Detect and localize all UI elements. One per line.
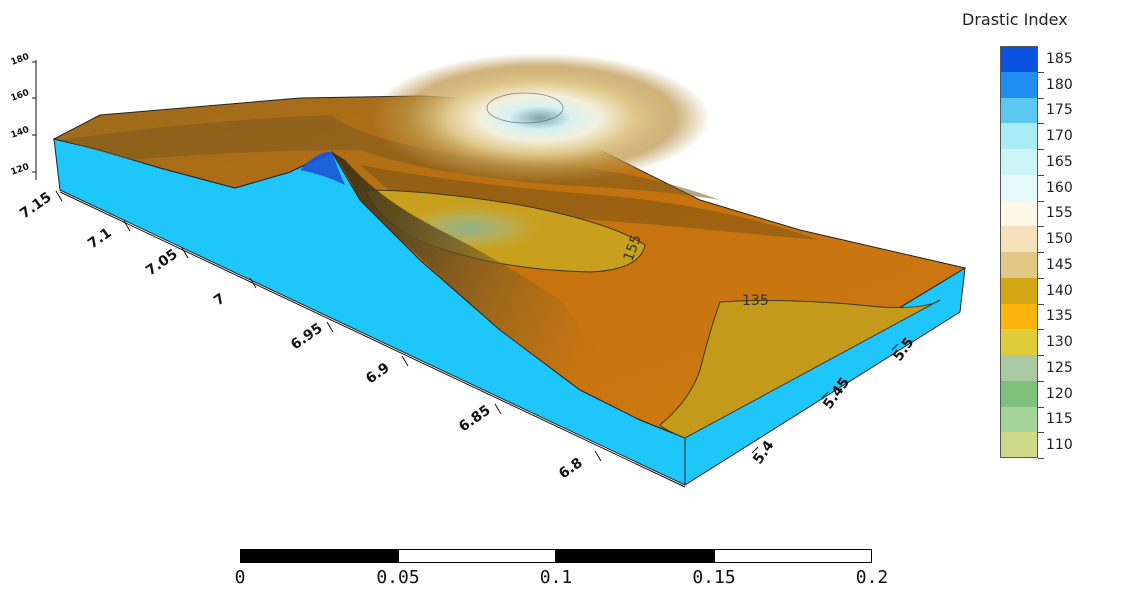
color-legend: 185 180 175 170 165 160 155 150 145 140 135 130 125 1… (1000, 46, 1073, 459)
left-axis-label-7: 7 (211, 291, 228, 310)
scale-bar-segment (556, 549, 714, 563)
legend-tick (1038, 432, 1044, 434)
legend-tick (1038, 252, 1044, 253)
right-axis-tick (891, 343, 899, 351)
vertical-axis-label-120: 120 (10, 162, 31, 178)
legend-label-175: 175 (1046, 102, 1073, 119)
vertical-axis-label-180: 180 (10, 52, 31, 68)
zone-135 (659, 299, 941, 439)
left-axis-tick (494, 403, 502, 415)
legend-swatch-180 (1000, 71, 1038, 98)
legend-label-135: 135 (1046, 308, 1073, 325)
left-axis-tick (594, 450, 602, 462)
shade-band-mid (360, 165, 820, 240)
legend-tick (1038, 97, 1044, 99)
legend-tick (1038, 355, 1044, 356)
left-axis-line (59, 191, 686, 488)
vertical-axis-label-140: 140 (10, 125, 31, 141)
scale-bar-label-0.2: 0.2 (855, 567, 889, 588)
left-axis-label-6.9: 6.9 (363, 360, 393, 387)
legend-tick (1038, 329, 1044, 331)
legend-tick (1038, 406, 1044, 408)
left-axis-tick (401, 355, 409, 367)
scale-bar-label-0.1: 0.1 (539, 567, 573, 588)
scale-bar-segment (398, 549, 556, 563)
legend-label-145: 145 (1046, 256, 1073, 273)
legend-label-150: 150 (1046, 231, 1073, 248)
legend-swatch-140 (1000, 277, 1038, 304)
legend-tick (1038, 277, 1044, 279)
legend-label-110: 110 (1046, 437, 1073, 454)
left-axis-label-6.85: 6.85 (456, 402, 493, 435)
legend-tick (1038, 380, 1044, 382)
ridge-crest-blue (300, 151, 345, 185)
legend-swatch-165 (1000, 149, 1038, 175)
legend-label-160: 160 (1046, 179, 1073, 196)
peak-high-zone (370, 53, 710, 183)
left-axis-label-6.8: 6.8 (556, 455, 586, 482)
legend-label-180: 180 (1046, 76, 1073, 93)
legend-label-140: 140 (1046, 282, 1073, 299)
legend-label-115: 115 (1046, 411, 1073, 428)
vertical-axis-label-160: 160 (10, 88, 31, 104)
scale-bar-label-0: 0 (234, 567, 246, 588)
legend-swatch-125 (1000, 355, 1038, 381)
legend-tick (1038, 149, 1044, 150)
legend-label-130: 130 (1046, 334, 1073, 351)
scale-bar-label-0.15: 0.15 (692, 567, 736, 588)
legend-tick (1038, 226, 1044, 228)
vertical-axis: 180 160 140 120 (10, 52, 37, 180)
left-axis-label-6.95: 6.95 (288, 320, 325, 353)
legend-tick (1038, 458, 1044, 459)
left-axis-tick (326, 321, 334, 333)
left-axis-label-7.15: 7.15 (17, 189, 54, 222)
legend-tick (1038, 200, 1044, 202)
legend-label-165: 165 (1046, 153, 1073, 170)
legend-label-120: 120 (1046, 385, 1073, 402)
right-axis-tick (821, 391, 829, 399)
left-axis-tick (55, 190, 63, 202)
legend-swatch-175 (1000, 97, 1038, 124)
legend-label-155: 155 (1046, 205, 1073, 222)
legend-label-125: 125 (1046, 359, 1073, 376)
right-axis-tick (751, 446, 759, 454)
peak-ring (486, 92, 564, 124)
legend-tick (1038, 71, 1044, 73)
legend-title: Drastic Index (962, 10, 1068, 29)
legend-tick (1038, 303, 1044, 305)
scale-bar-label-0.05: 0.05 (376, 567, 420, 588)
legend-label-185: 185 (1046, 50, 1073, 67)
right-axis-label-5.4: 5.4 (750, 438, 777, 468)
scale-bar-segment (240, 549, 398, 563)
left-axis-label-7.05: 7.05 (143, 246, 180, 279)
legend-label-170: 170 (1046, 128, 1073, 145)
ridge-slope-shade (332, 152, 640, 420)
scale-bar-segment (714, 549, 872, 563)
legend-tick (1038, 174, 1044, 176)
left-axis-label-7.1: 7.1 (85, 225, 115, 252)
legend-tick (1038, 123, 1044, 125)
contour-label-135: 135 (742, 293, 769, 309)
legend-frame (1000, 46, 1038, 458)
